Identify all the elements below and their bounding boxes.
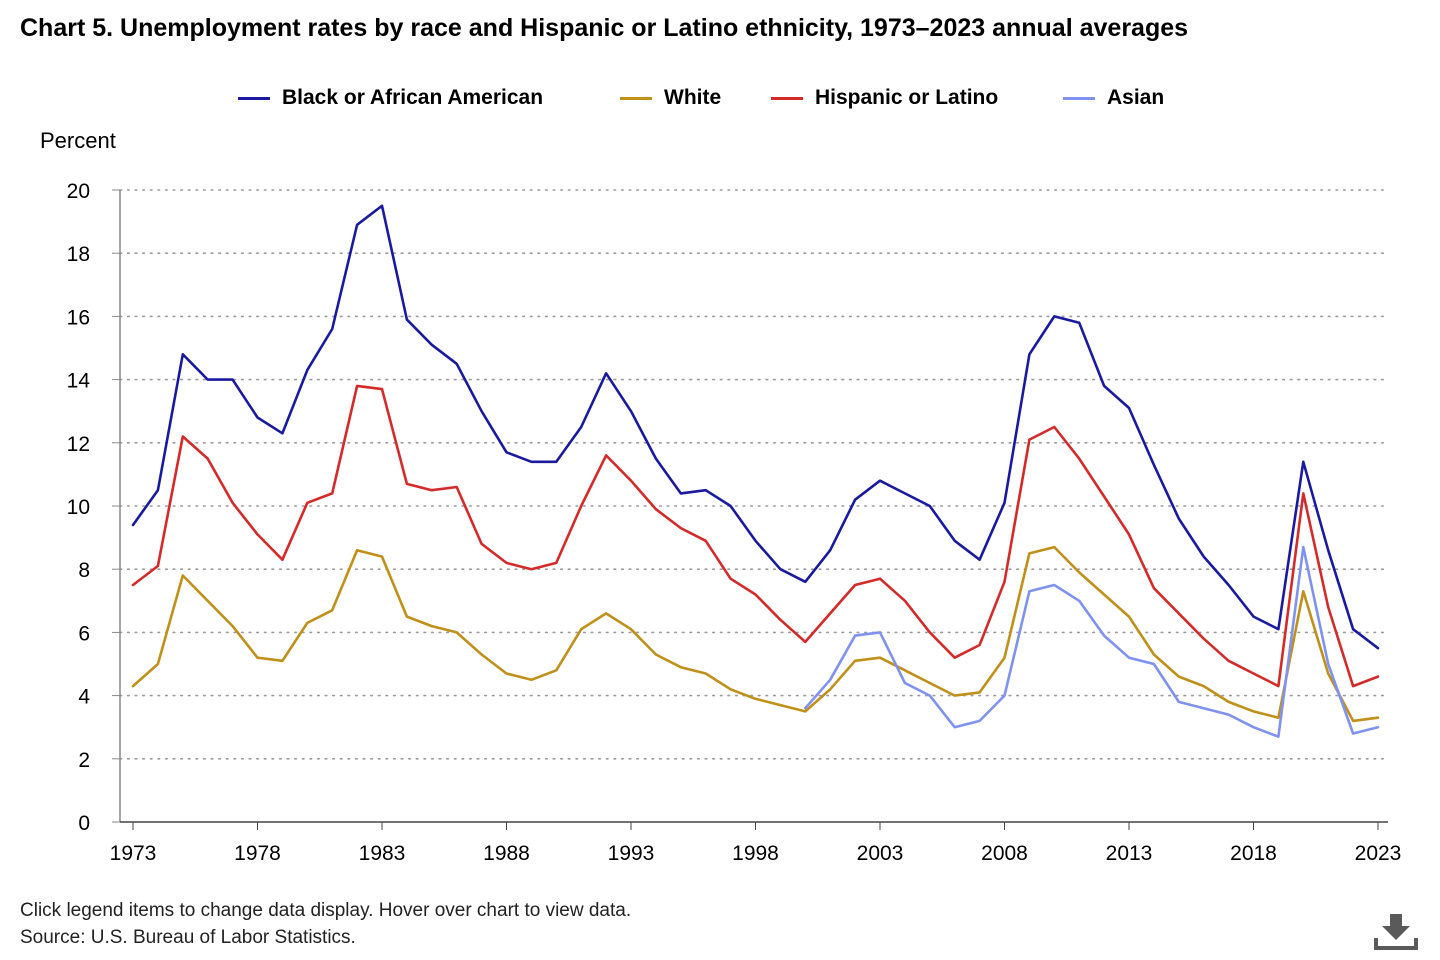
legend-swatch-white [620,96,652,100]
download-icon[interactable] [1370,908,1422,954]
x-tick-label: 1973 [110,842,157,865]
legend-swatch-hispanic [771,96,803,100]
y-tick-label: 8 [78,559,90,582]
x-tick-label: 2018 [1230,842,1277,865]
series-line-hispanic-or-latino[interactable] [131,384,1380,688]
footer: Click legend items to change data displa… [20,897,631,951]
series-line-white[interactable] [131,545,1380,723]
y-tick-label: 6 [78,622,90,645]
chart-title: Chart 5. Unemployment rates by race and … [20,14,1189,42]
y-tick-label: 14 [67,370,91,393]
y-tick-label: 20 [67,180,90,203]
legend-label-asian: Asian [1107,86,1165,109]
download-arrow-icon [1374,914,1418,950]
x-tick-label: 1998 [732,842,779,865]
series-lines [131,204,1380,738]
y-tick-label: 10 [67,496,90,519]
x-tick-label: 1978 [234,842,281,865]
x-tick-label: 2008 [981,842,1028,865]
x-tick-label: 1983 [359,842,406,865]
legend-swatch-asian [1063,96,1095,100]
x-tick-label: 1988 [483,842,530,865]
legend-item-white[interactable]: White [620,80,721,116]
x-tick-labels: 1973 1978 1983 1988 1993 1998 2003 2008 2013 2018… [110,842,1402,865]
footer-instructions: Click legend items to change data displa… [20,900,632,921]
legend-label-hispanic: Hispanic or Latino [815,86,999,109]
y-tick-label: 4 [78,686,90,709]
y-tick-label: 18 [67,243,90,266]
axes [112,189,1388,830]
y-tick-label: 16 [67,306,90,329]
gridlines [119,189,1389,760]
y-tick-label: 0 [78,812,90,835]
footer-source: Source: U.S. Bureau of Labor Statistics. [20,927,356,948]
legend: Black or African American White Hispanic… [0,80,1440,116]
legend-swatch-black [238,96,270,100]
legend-label-black: Black or African American [282,86,544,109]
y-tick-label: 12 [67,433,90,456]
x-tick-label: 2023 [1355,842,1402,865]
legend-item-asian[interactable]: Asian [1063,80,1164,116]
y-tick-labels: 0 2 4 6 8 10 12 14 16 18 20 [67,180,91,835]
legend-label-white: White [664,86,722,109]
y-axis-label: Percent [40,128,116,153]
x-tick-label: 1993 [608,842,655,865]
series-line-asian[interactable] [804,545,1380,738]
legend-item-black[interactable]: Black or African American [238,80,543,116]
x-tick-label: 2003 [857,842,904,865]
legend-item-hispanic[interactable]: Hispanic or Latino [771,80,998,116]
series-line-black-or-african-american[interactable] [131,204,1380,650]
y-tick-label: 2 [78,749,90,772]
x-tick-label: 2013 [1106,842,1153,865]
